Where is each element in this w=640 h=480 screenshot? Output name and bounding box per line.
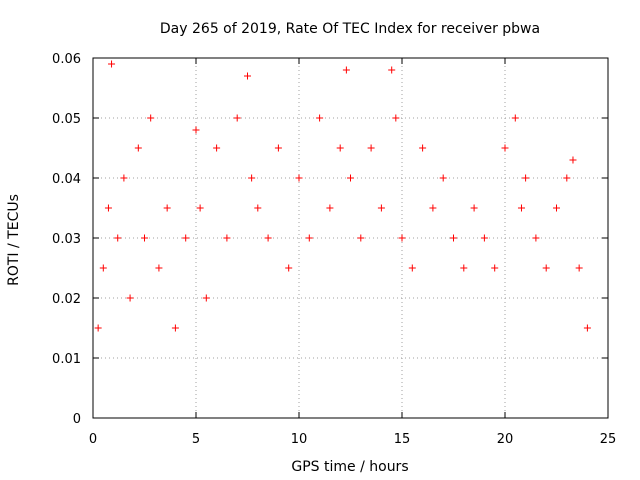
data-point [491,264,499,272]
data-point [388,66,396,74]
data-point [182,234,190,242]
y-tick-label: 0.03 [52,232,81,247]
data-point [223,234,231,242]
data-point [94,324,102,332]
data-point [202,294,210,302]
data-point [244,72,251,80]
data-point [429,204,437,212]
data-point [141,234,148,242]
y-tick-label: 0.04 [52,172,81,187]
data-point [104,204,112,212]
data-point [522,174,530,182]
data-point [114,234,122,242]
data-point [532,234,540,242]
data-point [326,204,334,212]
axis-ticks [92,57,609,419]
data-point [285,264,293,272]
data-point [342,66,350,74]
x-tick-label: 10 [291,432,308,447]
chart-title: Day 265 of 2019, Rate Of TEC Index for r… [160,21,540,37]
data-point [517,204,525,212]
data-point [569,156,577,164]
data-point [439,174,447,182]
data-point [408,264,416,272]
data-point [542,264,550,272]
data-point [305,234,313,242]
data-point [511,114,519,122]
data-point [295,174,303,182]
data-point [126,294,134,302]
data-point [274,144,282,152]
y-axis-label: ROTI / TECUs [6,194,22,286]
data-point [120,174,128,182]
data-point [553,204,560,212]
x-tick-label: 5 [192,432,200,447]
data-point [147,114,155,122]
data-point [108,60,116,68]
data-point [163,204,171,212]
data-point [213,144,221,152]
data-point [480,234,488,242]
data-point [99,264,107,272]
data-point [134,144,142,152]
data-point [583,324,591,332]
y-tick-label: 0 [73,412,81,427]
data-point [248,174,256,182]
data-point [460,264,468,272]
x-tick-label: 0 [89,432,97,447]
data-point [336,144,344,152]
data-point [392,114,400,122]
x-tick-label: 20 [497,432,514,447]
x-tick-label: 15 [394,432,411,447]
data-point [470,204,478,212]
data-point [316,114,324,122]
data-point [357,234,365,242]
data-point [347,174,354,182]
data-point [264,234,272,242]
y-tick-label: 0.02 [52,292,81,307]
data-point [254,204,262,212]
data-point [450,234,457,242]
data-point [367,144,375,152]
data-point [563,174,571,182]
y-tick-label: 0.05 [52,112,81,127]
data-points [94,60,591,332]
data-point [155,264,163,272]
data-point [501,144,509,152]
data-point [377,204,385,212]
data-point [398,234,406,242]
y-tick-label: 0.06 [52,52,81,67]
data-point [233,114,241,122]
data-point [575,264,583,272]
data-point [419,144,427,152]
data-point [192,126,200,134]
y-tick-label: 0.01 [52,352,81,367]
x-axis-label: GPS time / hours [291,459,408,475]
data-point [196,204,204,212]
tick-labels: 0 5 10 15 20 25 0 0.01 0.02 0.03 0.04 0.05 0.06 [52,52,616,447]
x-tick-label: 25 [600,432,617,447]
data-point [171,324,179,332]
